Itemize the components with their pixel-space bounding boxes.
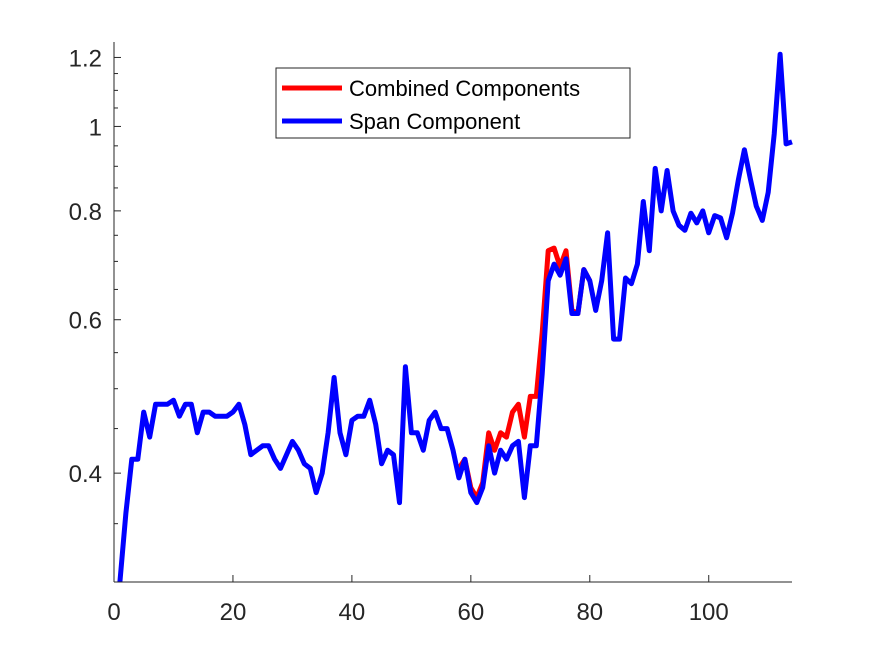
legend: Combined Components Span Component (275, 67, 631, 139)
x-tick-label: 80 (576, 599, 603, 626)
x-tick-label: 100 (689, 599, 729, 626)
y-tick-label: 0.4 (69, 461, 102, 488)
y-tick-label: 0.6 (69, 308, 102, 335)
y-tick-label: 1 (89, 114, 102, 141)
axes: 0 20 40 60 80 100 0.4 0.6 0.8 1 1.2 (69, 42, 792, 626)
y-tick-label: 0.8 (69, 199, 102, 226)
x-tick-label: 40 (339, 599, 366, 626)
x-tick-label: 60 (457, 599, 484, 626)
series-layer (117, 51, 793, 583)
y-tick-label: 1.2 (69, 45, 102, 72)
legend-box (275, 67, 631, 139)
legend-label: Combined Components (349, 76, 580, 101)
series-line-span-component (117, 51, 793, 583)
legend-label: Span Component (349, 109, 520, 134)
x-tick-label: 0 (107, 599, 120, 626)
x-tick-label: 20 (220, 599, 247, 626)
